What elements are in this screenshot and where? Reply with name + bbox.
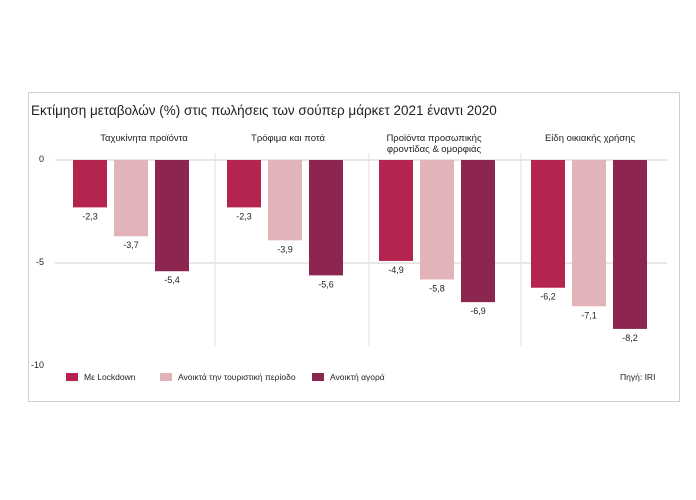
value-label-s1-c0: -3,7 [123,240,139,250]
chart-title: Εκτίμηση μεταβολών (%) στις πωλήσεις των… [31,103,497,118]
y-tick-1: -5 [35,257,44,267]
category-label-0: Ταχυκίνητα προϊόντα [100,133,188,144]
bar-s0-c0 [73,160,107,208]
value-label-s0-c1: -2,3 [236,211,252,221]
value-label-s1-c1: -3,9 [277,244,293,254]
source-note: Πηγή: IRI [620,372,656,382]
legend-label-2: Ανοικτή αγορά [330,372,385,382]
bar-s1-c2 [420,160,454,280]
bar-s2-c0 [155,160,189,272]
legend-label-1: Ανοικτά την τουριστική περίοδο [178,372,296,382]
legend-label-0: Με Lockdown [84,372,136,382]
bar-s1-c3 [572,160,606,307]
value-label-s0-c0: -2,3 [82,211,98,221]
legend-item-2: Ανοικτή αγορά [312,372,385,382]
chart-frame [28,92,680,402]
bar-s1-c1 [268,160,302,241]
legend-swatch-2 [312,373,324,381]
legend-item-1: Ανοικτά την τουριστική περίοδο [160,372,296,382]
value-label-s0-c2: -4,9 [388,265,404,275]
bar-s0-c1 [227,160,261,208]
value-label-s0-c3: -6,2 [540,292,556,302]
category-label-2: Προϊόντα προσωπικής φροντίδας & ομορφιάς [386,133,482,155]
value-label-s1-c3: -7,1 [581,310,597,320]
bar-s0-c2 [379,160,413,261]
value-label-s2-c0: -5,4 [164,275,180,285]
value-label-s2-c2: -6,9 [470,306,486,316]
bar-s0-c3 [531,160,565,288]
bar-s1-c0 [114,160,148,237]
value-label-s1-c2: -5,8 [429,283,445,293]
bar-s2-c3 [613,160,647,329]
bar-s2-c1 [309,160,343,276]
legend-item-0: Με Lockdown [66,372,136,382]
y-tick-0: 0 [38,154,44,164]
category-label-3: Είδη οικιακής χρήσης [544,133,636,144]
category-label-1: Τρόφιμα και ποτά [251,133,325,144]
bar-s2-c2 [461,160,495,303]
value-label-s2-c3: -8,2 [622,333,638,343]
legend-swatch-0 [66,373,78,381]
value-label-s2-c1: -5,6 [318,279,334,289]
legend-swatch-1 [160,373,172,381]
y-tick-2: -10 [30,360,44,370]
